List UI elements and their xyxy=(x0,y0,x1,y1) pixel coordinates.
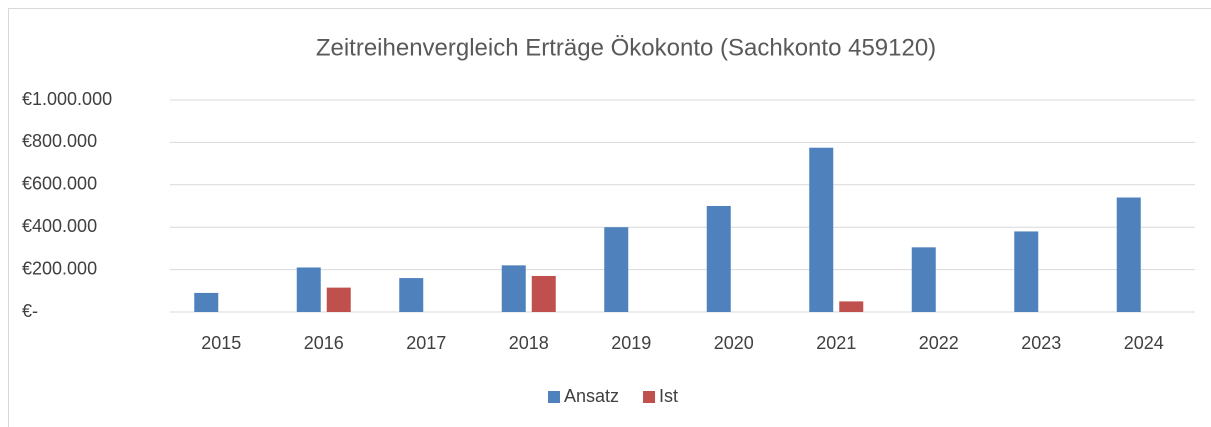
bar xyxy=(399,278,424,312)
x-tick-label: 2015 xyxy=(201,333,241,353)
bar xyxy=(911,247,936,312)
legend-swatch xyxy=(548,391,560,403)
chart-frame xyxy=(8,8,1211,427)
y-tick-label: €200.000 xyxy=(22,258,97,278)
y-tick-label: €600.000 xyxy=(22,174,97,194)
bar xyxy=(839,301,864,312)
chart-title: Zeitreihenvergleich Erträge Ökokonto (Sa… xyxy=(316,34,936,61)
bar xyxy=(326,287,351,312)
y-tick-label: €800.000 xyxy=(22,131,97,151)
legend-swatch xyxy=(643,391,656,403)
x-tick-label: 2023 xyxy=(1021,333,1061,353)
x-tick-label: 2024 xyxy=(1124,333,1164,353)
bar xyxy=(809,147,834,312)
x-tick-label: 2018 xyxy=(509,333,549,353)
bar xyxy=(706,206,731,312)
bar xyxy=(604,227,629,312)
y-tick-label: €- xyxy=(22,301,38,321)
x-tick-label: 2021 xyxy=(816,333,856,353)
x-tick-label: 2022 xyxy=(919,333,959,353)
x-tick-label: 2017 xyxy=(406,333,446,353)
x-tick-label: 2016 xyxy=(304,333,344,353)
x-tick-label: 2019 xyxy=(611,333,651,353)
bar xyxy=(296,267,321,312)
bar xyxy=(1014,231,1039,312)
bar xyxy=(501,265,526,312)
bar xyxy=(1116,197,1141,312)
bar xyxy=(531,275,556,312)
y-tick-label: €1.000.000 xyxy=(22,89,112,109)
x-tick-label: 2020 xyxy=(714,333,754,353)
bar xyxy=(194,292,219,312)
legend-label: Ist xyxy=(659,386,678,406)
y-tick-label: €400.000 xyxy=(22,216,97,236)
legend-label: Ansatz xyxy=(564,386,619,406)
